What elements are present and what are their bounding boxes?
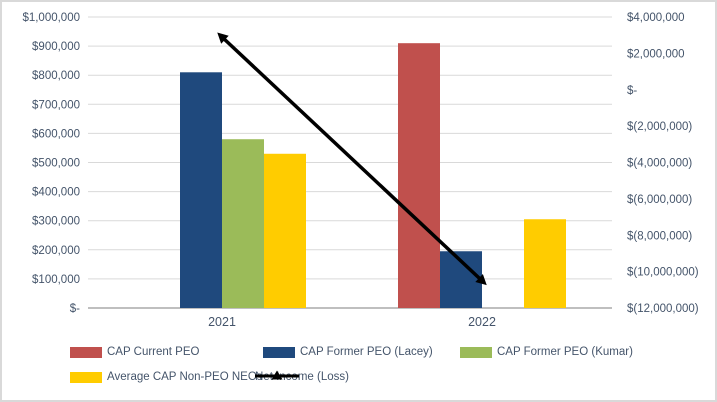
right-axis-tick-label: $2,000,000 — [627, 48, 685, 60]
right-axis-tick-label: $(4,000,000) — [627, 158, 692, 170]
x-axis-category-label-2021: 2021 — [208, 315, 236, 329]
chart-legend-row-2: Average CAP Non-PEO NEOs Net Income (Loss… — [2, 369, 715, 385]
legend-item-net-income-loss: Net Income (Loss) — [255, 369, 349, 385]
right-axis-tick-label: $(2,000,000) — [627, 121, 692, 133]
right-axis-tick-label: $(6,000,000) — [627, 194, 692, 206]
legend-line-triangle-marker-icon — [255, 370, 299, 380]
legend-color-swatch-icon — [70, 371, 102, 383]
left-axis-tick-label: $400,000 — [32, 187, 80, 199]
legend-label: CAP Former PEO (Kumar) — [497, 346, 633, 358]
bar-cap-current-peo-2022 — [398, 43, 440, 308]
right-axis-tick-label: $(10,000,000) — [627, 267, 699, 279]
bar-average-cap-non-peo-neos-2022 — [524, 219, 566, 308]
left-axis-tick-label: $- — [70, 303, 80, 315]
left-axis-tick-label: $1,000,000 — [22, 12, 80, 24]
left-axis-tick-label: $600,000 — [32, 128, 80, 140]
right-axis-tick-label: $- — [627, 85, 637, 97]
left-axis-tick-label: $500,000 — [32, 158, 80, 170]
right-axis-tick-label: $(12,000,000) — [627, 303, 699, 315]
legend-label: CAP Current PEO — [107, 346, 200, 358]
left-axis-tick-label: $900,000 — [32, 41, 80, 53]
left-axis-tick-label: $300,000 — [32, 216, 80, 228]
legend-item-cap-former-peo-lacey: CAP Former PEO (Lacey) — [263, 344, 433, 360]
legend-label: Average CAP Non-PEO NEOs — [107, 371, 263, 383]
legend-color-swatch-icon — [460, 346, 492, 358]
line-marker-triangle-2022 — [475, 273, 487, 286]
x-axis-category-label-2022: 2022 — [468, 315, 496, 329]
legend-item-cap-current-peo: CAP Current PEO — [70, 344, 199, 360]
left-axis-tick-label: $800,000 — [32, 70, 80, 82]
right-axis-tick-label: $(8,000,000) — [627, 230, 692, 242]
legend-color-swatch-icon — [70, 346, 102, 358]
left-axis-tick-label: $700,000 — [32, 99, 80, 111]
line-net-income-loss — [220, 35, 484, 282]
legend-label: CAP Former PEO (Lacey) — [300, 346, 433, 358]
legend-color-swatch-icon — [263, 346, 295, 358]
bar-average-cap-non-peo-neos-2021 — [264, 153, 306, 308]
right-axis-tick-label: $4,000,000 — [627, 12, 685, 24]
left-axis-tick-label: $200,000 — [32, 245, 80, 257]
legend-item-cap-former-peo-kumar: CAP Former PEO (Kumar) — [460, 344, 633, 360]
line-marker-triangle-2021 — [217, 32, 229, 44]
bar-cap-former-peo-kumar-2021 — [222, 139, 264, 308]
chart-legend-row-1: CAP Current PEO CAP Former PEO (Lacey) CAP… — [2, 344, 715, 360]
bar-cap-former-peo-lacey-2021 — [180, 72, 222, 308]
legend-item-average-cap-non-peo-neos: Average CAP Non-PEO NEOs — [70, 369, 263, 385]
left-axis-tick-label: $100,000 — [32, 274, 80, 286]
